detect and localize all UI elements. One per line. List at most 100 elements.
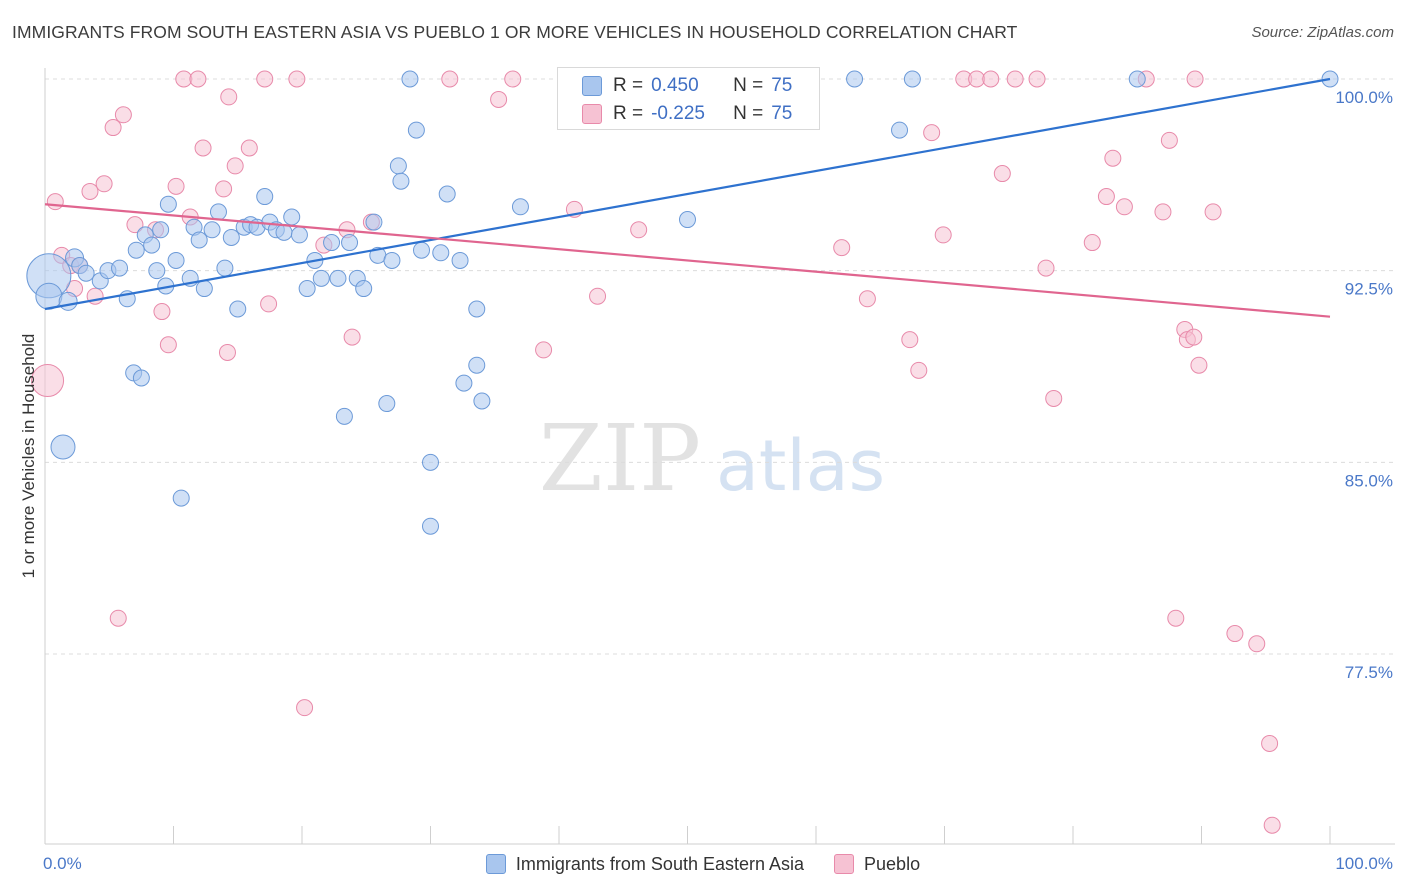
sea-immigrants-point (407, 121, 425, 139)
sea-immigrants-point (256, 188, 274, 206)
sea-immigrants-point (152, 221, 170, 239)
sea-immigrants-point (203, 221, 221, 239)
pueblo-point (215, 180, 233, 198)
pueblo-point (589, 287, 607, 305)
y-axis-label: 1 or more Vehicles in Household (19, 334, 38, 579)
pueblo-point (1045, 389, 1063, 407)
sea-immigrants-point (1128, 70, 1146, 88)
stats-n-value-blue: 75 (771, 75, 793, 96)
pueblo-point (220, 88, 238, 106)
sea-immigrants-point (679, 211, 696, 229)
pueblo-point (1115, 198, 1133, 216)
sea-immigrants-point (422, 517, 439, 535)
sea-immigrants-point (432, 244, 450, 262)
sea-immigrants-point (392, 172, 410, 190)
sea-immigrants-point (451, 251, 469, 269)
pueblo-point (1248, 635, 1266, 653)
pueblo-point (194, 139, 212, 157)
legend: Immigrants from South Eastern Asia Puebl… (0, 851, 1406, 877)
sea-immigrants-point (323, 234, 341, 252)
sea-immigrants-point (159, 195, 177, 213)
pueblo-point (260, 295, 278, 313)
legend-item-pueblo: Pueblo (834, 854, 920, 875)
sea-immigrants-point (195, 280, 213, 298)
sea-immigrants-point (77, 264, 95, 282)
sea-immigrants-points (26, 70, 1339, 535)
pueblo-trend-line (44, 203, 1331, 318)
pueblo-point (923, 124, 941, 142)
pueblo-point (490, 90, 508, 108)
stats-r-value-pink: -0.225 (651, 103, 705, 124)
sea-immigrants-point (209, 203, 227, 221)
y-tick-labels: 77.5% 85.0% 92.5% 100.0% (1335, 88, 1393, 682)
pueblo-point (504, 70, 522, 88)
pueblo-point (153, 303, 171, 321)
pueblo-point (1204, 203, 1222, 221)
pueblo-point (982, 70, 1000, 88)
sea-immigrants-point (846, 70, 864, 88)
sea-immigrants-point (190, 231, 208, 249)
pueblo-point (901, 331, 919, 349)
pueblo-point (1263, 816, 1281, 834)
pueblo-point (218, 343, 236, 361)
legend-swatch-blue (485, 854, 506, 874)
axes (44, 68, 1395, 845)
y-tick-label: 85.0% (1345, 471, 1393, 490)
sea-immigrants-point (365, 213, 383, 231)
sea-immigrants-point (127, 241, 145, 259)
pueblo-point (1097, 188, 1115, 206)
sea-immigrants-point (378, 395, 396, 413)
pueblo-point (1028, 70, 1046, 88)
watermark: ZIP atlas (539, 405, 885, 512)
pueblo-point (126, 216, 144, 234)
pueblo-point (31, 364, 65, 398)
sea-immigrants-point (903, 70, 921, 88)
sea-immigrants-point (473, 392, 491, 410)
pueblo-point (114, 106, 132, 124)
sea-immigrants-point (383, 251, 401, 269)
sea-immigrants-point (298, 280, 316, 298)
pueblo-point (1083, 234, 1101, 252)
watermark-zip: ZIP (539, 405, 701, 512)
stats-n-value-pink: 75 (771, 103, 793, 124)
pueblo-point (630, 221, 648, 239)
pueblo-point (833, 239, 851, 257)
sea-immigrants-point (389, 157, 407, 175)
x-tick-labels: 0.0% 100.0% (43, 854, 1393, 873)
sea-immigrants-point (148, 262, 166, 280)
sea-immigrants-point (891, 121, 909, 139)
pueblo-point (109, 609, 127, 627)
watermark-atlas: atlas (716, 425, 885, 507)
pueblo-point (175, 70, 193, 88)
sea-immigrants-point (438, 185, 456, 203)
sea-immigrants-point (413, 241, 431, 259)
sea-immigrants-point (455, 374, 473, 392)
legend-swatch-pink (834, 854, 855, 874)
pueblo-point (993, 165, 1011, 183)
sea-immigrants-point (283, 208, 301, 226)
stats-r-label-blue: R = (613, 75, 644, 96)
pueblo-point (1226, 625, 1244, 643)
pueblo-point (343, 328, 361, 346)
pueblo-point (1104, 149, 1122, 167)
pueblo-point (95, 175, 113, 193)
stats-swatch-pink (582, 104, 602, 124)
pueblo-point (296, 699, 314, 717)
pueblo-point (288, 70, 306, 88)
chart-source: Source: ZipAtlas.com (1251, 24, 1394, 41)
chart-title: IMMIGRANTS FROM SOUTH EASTERN ASIA VS PU… (12, 22, 1018, 42)
sea-immigrants-point (468, 356, 486, 374)
pueblo-point (1006, 70, 1024, 88)
stats-row-blue: R = 0.450 N = 75 (582, 74, 792, 98)
pueblo-point (81, 182, 99, 200)
sea-immigrants-point (172, 489, 190, 507)
pueblo-point (1037, 259, 1055, 277)
sea-immigrants-point (35, 282, 63, 310)
sea-immigrants-point (468, 300, 486, 318)
pueblo-point (240, 139, 258, 157)
legend-label-pueblo: Pueblo (864, 853, 921, 874)
sea-immigrants-point (111, 259, 129, 277)
pueblo-point (256, 70, 274, 88)
stats-row-pink: R = -0.225 N = 75 (582, 102, 792, 126)
